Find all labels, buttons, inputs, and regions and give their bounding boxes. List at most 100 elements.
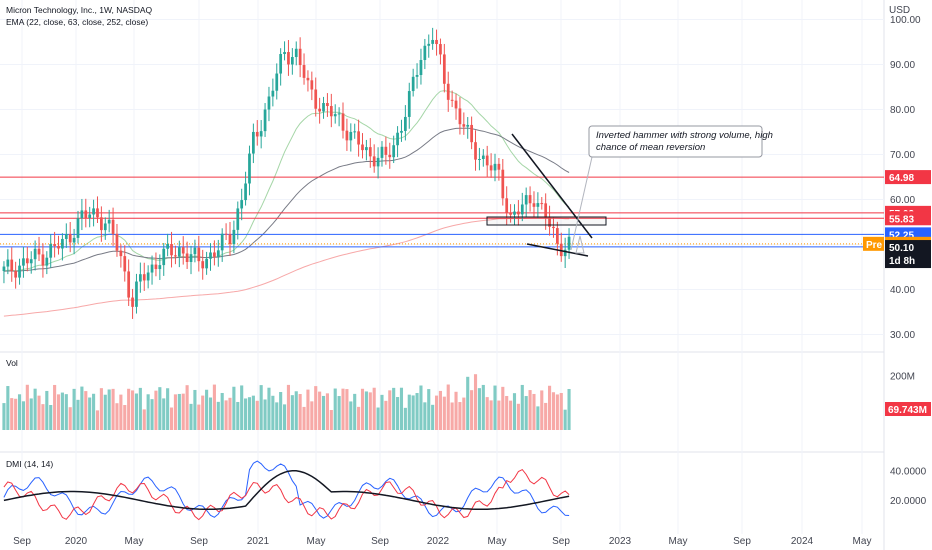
candle (396, 126, 399, 158)
candle (154, 252, 158, 277)
volume-bar (473, 374, 478, 430)
candles (2, 27, 571, 319)
candle (353, 123, 357, 139)
adx-line (3, 470, 570, 511)
candle (127, 259, 131, 306)
candle (513, 204, 516, 226)
x-tick-label: Sep (552, 536, 570, 547)
drawings[interactable] (486, 133, 607, 257)
candle (442, 43, 446, 93)
candle (37, 236, 41, 262)
volume-bar (360, 388, 365, 430)
candle (501, 158, 505, 206)
candle (458, 97, 462, 135)
volume-bar (99, 388, 103, 430)
dmi-tick-label: 20.0000 (890, 496, 927, 507)
candle (349, 123, 353, 152)
candle (365, 139, 368, 161)
volume-bar (302, 406, 306, 430)
trendline-upper[interactable] (511, 133, 593, 239)
volume-bar (251, 395, 255, 430)
candle (509, 204, 512, 223)
candle (497, 158, 501, 181)
volume-bar (423, 402, 427, 430)
candle (563, 237, 567, 269)
volume-bar (240, 385, 244, 430)
candle (80, 198, 84, 231)
volume-bar (107, 389, 111, 430)
volume-bar (559, 392, 563, 430)
candle (411, 68, 415, 97)
trendline-lower[interactable] (526, 243, 589, 257)
x-tick-label: 2021 (247, 536, 270, 547)
horizontal-levels[interactable] (0, 176, 884, 248)
candle (248, 145, 251, 196)
candle (548, 205, 551, 236)
price-tags: 64.9857.0355.8352.2549.48Pre50.1550.101d… (863, 170, 931, 269)
volume-bar (446, 384, 450, 430)
svg-text:52.25: 52.25 (889, 230, 914, 241)
time-axis[interactable]: Sep 2020 May Sep 2021 May Sep 2022 May Sep 2023 May… (13, 536, 871, 547)
y-tick-label: 30.00 (890, 330, 915, 341)
volume-bar (536, 406, 540, 430)
volume-bar (353, 393, 357, 430)
candle (372, 144, 376, 173)
candle (427, 34, 431, 58)
volume-bar (548, 385, 552, 430)
candle (322, 96, 325, 119)
candle (2, 261, 6, 284)
volume-pane-title: Vol (6, 358, 18, 368)
volume-bar (228, 397, 232, 430)
candle (415, 63, 419, 89)
y-tick-label: 100.00 (890, 15, 921, 26)
candle (68, 222, 72, 253)
candle (384, 136, 388, 165)
volume-bar (497, 400, 501, 430)
volume-bar (567, 388, 571, 430)
volume-bar (555, 394, 559, 430)
volume-bar (396, 397, 400, 430)
volume-bar (333, 388, 337, 430)
volume-bar (216, 401, 220, 430)
ema-63-line (3, 127, 570, 272)
candle (446, 71, 450, 112)
volume-bar (84, 391, 88, 430)
svg-text:50.10: 50.10 (889, 243, 914, 254)
candle (439, 38, 442, 65)
candle (25, 246, 29, 272)
volume-bar (337, 396, 341, 430)
candle (485, 145, 489, 178)
candle (189, 245, 193, 275)
volume-bar (166, 388, 170, 430)
candle (255, 120, 259, 146)
volume-bar (524, 396, 528, 430)
candle (466, 117, 470, 139)
volume-bar (282, 404, 287, 430)
volume-bar (376, 407, 380, 430)
volume-bar (95, 410, 100, 430)
candle (53, 231, 56, 258)
candle (532, 191, 536, 217)
volume-bar (17, 394, 22, 430)
y-tick-label: 80.00 (890, 105, 915, 116)
candle (45, 251, 49, 275)
x-tick-label: Sep (190, 536, 208, 547)
candle (380, 141, 384, 167)
y-tick-label: 90.00 (890, 60, 915, 71)
volume-bar (25, 384, 29, 430)
chart-title: Micron Technology, Inc., 1W, NASDAQ (6, 5, 153, 15)
arrow-icon (575, 235, 585, 254)
candle (341, 102, 345, 139)
annotation-callout[interactable]: Inverted hammer with strong volume, high… (588, 125, 773, 158)
candle (61, 233, 64, 261)
ema-lines (3, 90, 570, 317)
volume-bar (407, 394, 411, 430)
currency-label: USD (889, 5, 910, 16)
ema-252-line (3, 217, 570, 317)
candle (146, 265, 150, 289)
resistance-box[interactable] (486, 216, 607, 226)
svg-text:Pre: Pre (866, 240, 883, 251)
volume-bar (33, 388, 37, 430)
volume-bar (259, 385, 263, 430)
